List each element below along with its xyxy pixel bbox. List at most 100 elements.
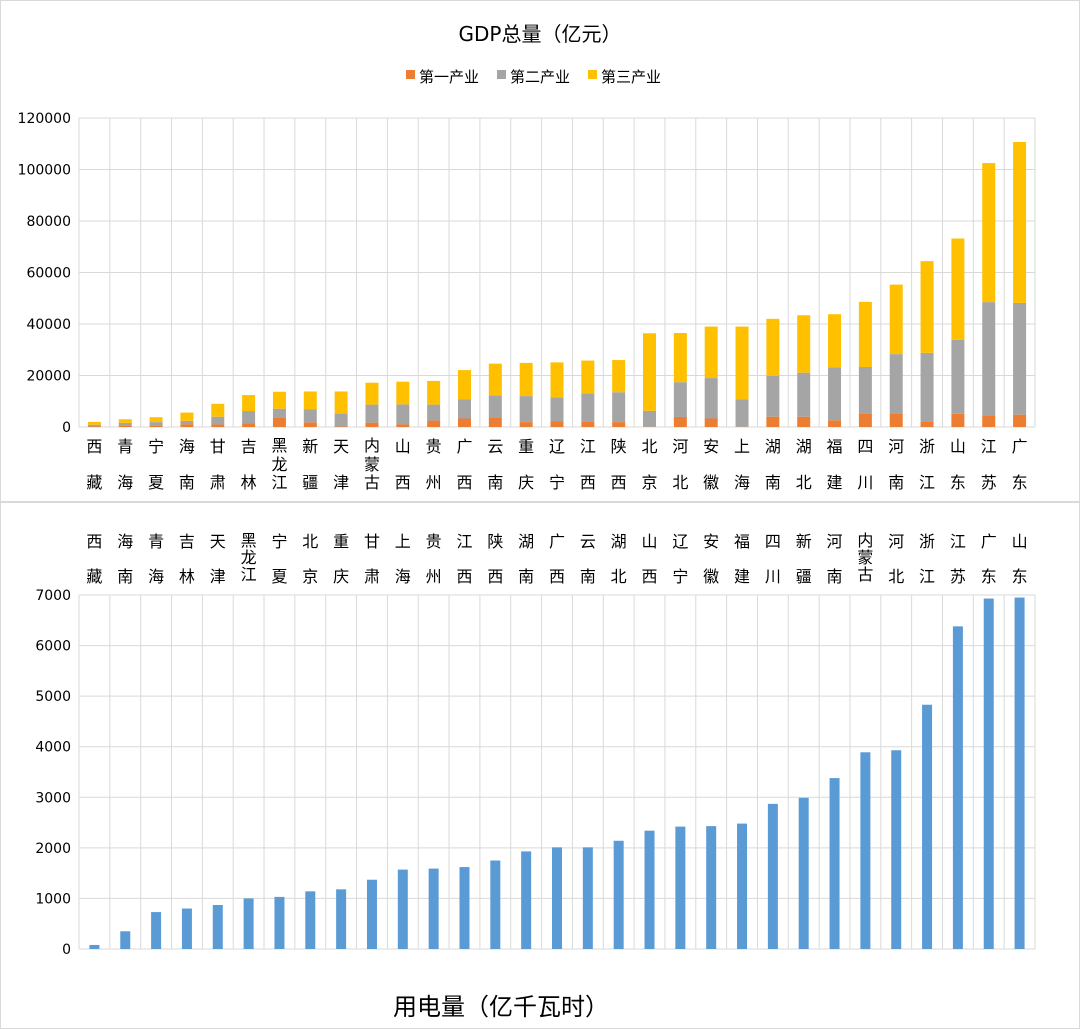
bar-广东-用电量 <box>983 598 994 949</box>
x-tick-label-浙江: 浙江 <box>919 532 935 586</box>
x-tick-label-安徽: 安徽 <box>703 437 719 492</box>
bar-福建-第三产业 <box>828 314 842 368</box>
bar-山东-第三产业 <box>951 238 965 340</box>
bar-江西-第三产业 <box>581 360 595 394</box>
bar-安徽-第二产业 <box>704 378 718 419</box>
bar-青海-第三产业 <box>118 419 132 423</box>
bar-浙江-第三产业 <box>920 261 934 353</box>
x-tick-label-河北: 河北 <box>672 437 688 492</box>
x-tick-label-上海: 上海 <box>734 437 750 492</box>
x-tick-label-宁夏: 宁夏 <box>271 532 287 586</box>
bar-江西-第二产业 <box>581 393 595 422</box>
y-tick-label-4: 4000 <box>35 740 71 756</box>
bar-广西-第二产业 <box>457 399 471 419</box>
bar-广西-用电量 <box>552 847 562 949</box>
x-tick-label-山西: 山西 <box>642 532 658 586</box>
x-tick-label-新疆: 新疆 <box>302 437 318 492</box>
bar-上海-第二产业 <box>735 399 749 427</box>
x-tick-label-四川: 四川 <box>857 437 873 492</box>
bar-西藏-用电量 <box>89 944 100 949</box>
x-tick-label-广东: 广东 <box>1012 437 1028 492</box>
bar-黑龙江-第三产业 <box>272 391 286 409</box>
y-tick-label-3: 60000 <box>26 266 71 282</box>
bar-江西-用电量 <box>459 867 470 949</box>
y-tick-label-0: 0 <box>62 420 71 436</box>
bar-宁夏-第三产业 <box>149 417 163 423</box>
bar-江西-第一产业 <box>581 421 595 427</box>
bar-福建-用电量 <box>737 823 748 949</box>
bar-北京-第二产业 <box>643 410 657 427</box>
bar-吉林-用电量 <box>181 908 192 949</box>
bar-甘肃-第三产业 <box>211 403 225 417</box>
bar-四川-第三产业 <box>858 301 872 368</box>
y-tick-label-1: 20000 <box>26 369 71 385</box>
bar-宁夏-第一产业 <box>149 425 163 427</box>
x-tick-label-吉林: 吉林 <box>241 437 257 492</box>
x-tick-label-青海: 青海 <box>117 437 133 492</box>
x-tick-label-天津: 天津 <box>210 532 226 586</box>
legend-swatch-2 <box>588 70 597 79</box>
bar-山西-第三产业 <box>396 381 410 405</box>
bar-重庆-第二产业 <box>519 396 533 423</box>
x-tick-label-内蒙古: 内蒙古 <box>364 436 380 492</box>
bar-内蒙古-第二产业 <box>365 404 379 423</box>
bar-吉林-第三产业 <box>242 395 256 412</box>
bar-湖南-用电量 <box>521 851 532 949</box>
x-tick-label-重庆: 重庆 <box>518 437 534 492</box>
bar-甘肃-用电量 <box>366 879 377 949</box>
bar-陕西-第一产业 <box>612 422 626 427</box>
bar-吉林-第一产业 <box>242 423 256 427</box>
x-tick-label-贵州: 贵州 <box>426 532 442 586</box>
bar-山西-第一产业 <box>396 424 410 427</box>
bar-江苏-第一产业 <box>982 415 996 427</box>
gdp-legend: 第一产业 第二产业 第三产业 <box>406 68 661 86</box>
x-tick-label-江苏: 江苏 <box>981 437 997 492</box>
x-tick-label-江西: 江西 <box>580 437 596 492</box>
y-tick-label-2: 2000 <box>35 841 71 857</box>
bar-上海-第三产业 <box>735 326 749 400</box>
bar-浙江-用电量 <box>922 704 933 949</box>
bar-山东-第一产业 <box>951 413 965 427</box>
x-tick-label-吉林: 吉林 <box>179 532 195 586</box>
bar-广西-第一产业 <box>457 418 471 427</box>
bar-湖南-第一产业 <box>766 416 780 427</box>
bar-海南-用电量 <box>120 931 131 949</box>
x-tick-label-贵州: 贵州 <box>426 437 442 492</box>
electricity-bars <box>89 597 1025 949</box>
x-tick-label-江苏: 江苏 <box>950 532 966 586</box>
bar-辽宁-第二产业 <box>550 397 564 422</box>
bar-甘肃-第一产业 <box>211 424 225 427</box>
bar-湖南-第三产业 <box>766 318 780 376</box>
x-tick-label-新疆: 新疆 <box>796 532 812 586</box>
bar-贵州-第一产业 <box>427 420 441 427</box>
x-tick-label-山东: 山东 <box>950 437 966 492</box>
bar-湖北-第三产业 <box>797 315 811 373</box>
x-tick-label-内蒙古: 内蒙古 <box>857 531 873 584</box>
bar-甘肃-第二产业 <box>211 416 225 425</box>
bar-陕西-第二产业 <box>612 392 626 423</box>
bar-海南-第三产业 <box>180 412 194 421</box>
y-tick-label-6: 120000 <box>18 111 71 127</box>
x-tick-label-上海: 上海 <box>395 532 411 586</box>
bar-山东-第二产业 <box>951 339 965 414</box>
bar-吉林-第二产业 <box>242 411 256 424</box>
bar-陕西-用电量 <box>490 860 501 949</box>
bar-北京-第三产业 <box>643 333 657 411</box>
electricity-chart-panel: 西藏 海南 青海 吉林 天津 黑龙江 宁夏 北京 重庆 甘肃 上海 贵州 江西 陕西 湖南 广西 云南 湖北 山西辽… <box>0 502 1080 1029</box>
bar-云南-第一产业 <box>488 417 502 427</box>
bar-内蒙古-第三产业 <box>365 382 379 405</box>
x-tick-label-湖南: 湖南 <box>765 437 781 492</box>
x-tick-label-天津: 天津 <box>333 437 349 492</box>
x-tick-label-河南: 河南 <box>827 532 843 586</box>
gdp-chart-title: GDP总量（亿元） <box>459 22 622 46</box>
bar-重庆-用电量 <box>336 889 347 949</box>
bar-福建-第一产业 <box>828 420 842 427</box>
x-tick-label-湖北: 湖北 <box>796 437 812 492</box>
bar-新疆-第一产业 <box>303 422 317 427</box>
bar-新疆-用电量 <box>798 797 809 949</box>
bar-河南-第一产业 <box>889 413 903 427</box>
x-tick-label-云南: 云南 <box>487 437 503 492</box>
bar-内蒙古-第一产业 <box>365 422 379 427</box>
x-tick-label-广西: 广西 <box>549 532 565 586</box>
bar-西藏-第三产业 <box>87 421 101 425</box>
